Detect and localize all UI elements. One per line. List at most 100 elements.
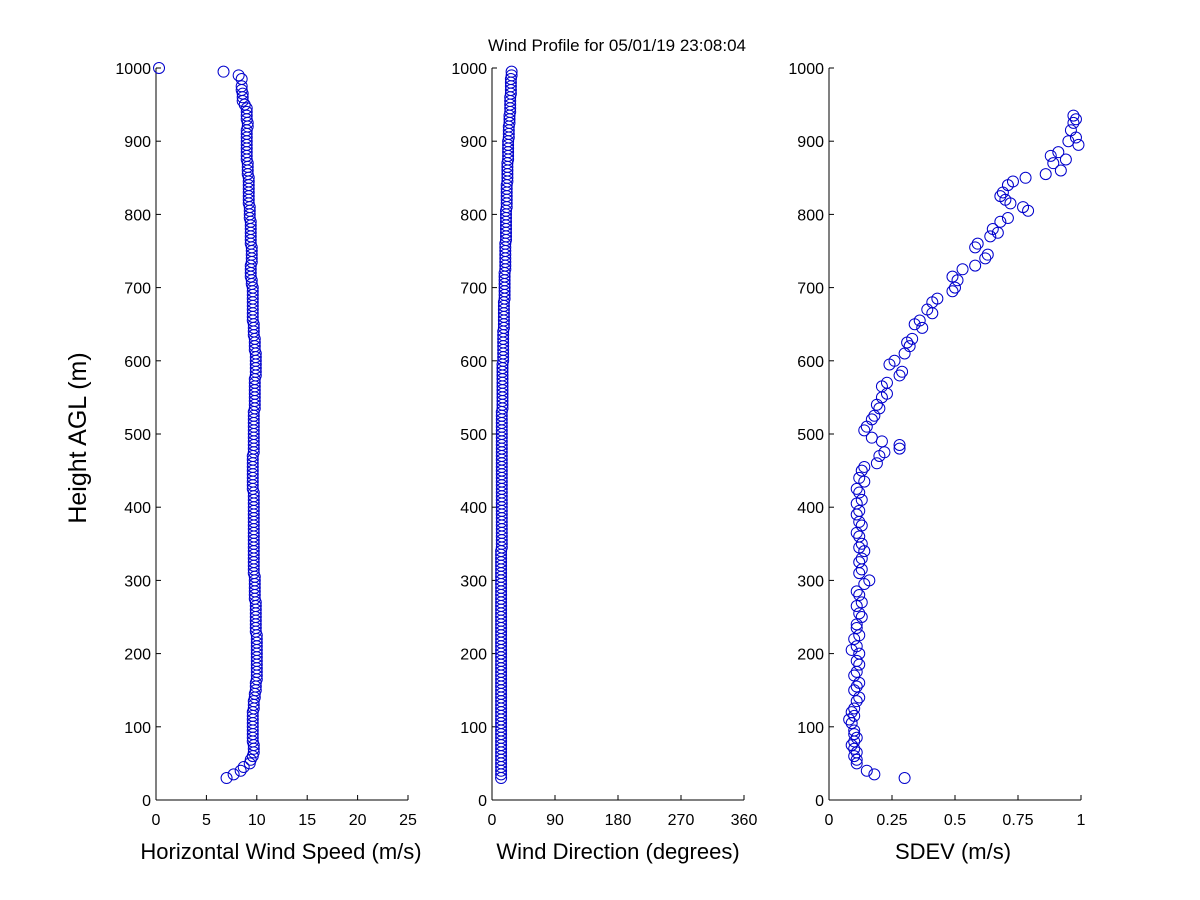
wind-speed-data-point (220, 772, 233, 785)
wind-direction-y-tick-label: 600 (460, 354, 487, 371)
sdev-data-point (850, 753, 863, 766)
sdev-data-point (858, 424, 871, 437)
wind-speed-y-tick-label: 100 (124, 720, 151, 737)
sdev-data-point (850, 665, 863, 678)
sdev-data-point (1069, 113, 1082, 126)
sdev-y-tick-label: 800 (797, 207, 824, 224)
sdev-data-point (873, 449, 886, 462)
wind-direction-x-tick-label: 270 (668, 812, 695, 829)
sdev-y-tick-label: 400 (797, 500, 824, 517)
sdev-data-point (850, 600, 863, 613)
wind-direction-y-tick-label: 100 (460, 720, 487, 737)
sdev-data-point (848, 702, 861, 715)
wind-direction-y-tick-label: 500 (460, 427, 487, 444)
wind-speed-data-point (232, 69, 245, 82)
wind-speed-x-tick-label: 0 (152, 812, 161, 829)
sdev-y-tick-label: 500 (797, 427, 824, 444)
sdev-data-point (858, 460, 871, 473)
sdev-data-point (850, 482, 863, 495)
sdev-data-point (860, 420, 873, 433)
sdev-data-point (883, 358, 896, 371)
wind-direction-data-point (495, 764, 508, 777)
wind-direction-x-axis-label: Wind Direction (degrees) (496, 839, 739, 864)
sdev-x-axis-label: SDEV (m/s) (895, 839, 1011, 864)
sdev-y-tick-label: 200 (797, 647, 824, 664)
sdev-data-point (1062, 135, 1075, 148)
sdev-data-point (848, 728, 861, 741)
sdev-data-point (1067, 116, 1080, 129)
sdev-data-point (979, 252, 992, 265)
wind-speed-y-tick-label: 600 (124, 354, 151, 371)
wind-direction-data-point (495, 768, 508, 781)
sdev-data-point (908, 318, 921, 331)
sdev-data-point (850, 695, 863, 708)
sdev-data-point (850, 680, 863, 693)
wind-speed-data-point (237, 761, 250, 774)
sdev-data-point (969, 241, 982, 254)
figure-title: Wind Profile for 05/01/19 23:08:04 (488, 36, 746, 55)
wind-direction-y-tick-label: 300 (460, 573, 487, 590)
sdev-data-point (893, 442, 906, 455)
sdev-data-point (996, 186, 1009, 199)
sdev-data-point (969, 259, 982, 272)
sdev-data-point (843, 713, 856, 726)
sdev-x-tick-label: 0.75 (1002, 812, 1033, 829)
sdev-data-point (868, 768, 881, 781)
sdev-data-point (1001, 212, 1014, 225)
sdev-x-tick-label: 1 (1077, 812, 1086, 829)
wind-speed-x-tick-label: 15 (298, 812, 316, 829)
wind-speed-data-point (243, 757, 256, 770)
sdev-data-point (858, 545, 871, 558)
sdev-data-point (971, 237, 984, 250)
wind-speed-y-tick-label: 300 (124, 573, 151, 590)
sdev-data-point (855, 537, 868, 550)
sdev-data-point (848, 735, 861, 748)
wind-speed-x-tick-label: 25 (399, 812, 417, 829)
sdev-x-tick-label: 0.5 (944, 812, 966, 829)
sdev-data-point (853, 607, 866, 620)
wind-speed-y-tick-label: 500 (124, 427, 151, 444)
wind-direction-panel: Wind Direction (degrees) 0 90 180 270 360 0 10… (451, 61, 757, 864)
sdev-data-point (926, 307, 939, 320)
sdev-data-point (1069, 131, 1082, 144)
sdev-data-point (858, 475, 871, 488)
sdev-data-point (956, 263, 969, 276)
sdev-data-point (850, 757, 863, 770)
sdev-y-tick-label: 0 (815, 793, 824, 810)
wind-speed-y-tick-label: 700 (124, 281, 151, 298)
sdev-data-point (848, 632, 861, 645)
wind-speed-y-tick-label: 200 (124, 647, 151, 664)
sdev-data-point (845, 717, 858, 730)
wind-speed-x-tick-label: 20 (349, 812, 367, 829)
sdev-data-point (868, 409, 881, 422)
wind-speed-y-tick-label: 1000 (115, 61, 151, 78)
wind-speed-panel: Horizontal Wind Speed (m/s) 0 5 10 15 20 25 0 1… (115, 61, 421, 864)
sdev-data-point (870, 398, 883, 411)
sdev-y-tick-label: 600 (797, 354, 824, 371)
wind-speed-data-point (153, 62, 166, 74)
sdev-x-tick-label: 0 (825, 812, 834, 829)
sdev-y-tick-label: 100 (797, 720, 824, 737)
wind-direction-x-tick-label: 90 (546, 812, 564, 829)
wind-direction-y-tick-label: 900 (460, 134, 487, 151)
wind-direction-y-tick-label: 1000 (451, 61, 487, 78)
sdev-data-point (946, 285, 959, 298)
sdev-data-point (855, 464, 868, 477)
wind-speed-data-point (217, 65, 230, 78)
wind-direction-y-tick-label: 400 (460, 500, 487, 517)
sdev-data-point (981, 248, 994, 261)
sdev-x-tick-label: 0.25 (876, 812, 907, 829)
sdev-data-point (893, 369, 906, 382)
wind-speed-data-point (247, 742, 260, 755)
sdev-data-point (901, 336, 914, 349)
sdev-data-point (1019, 171, 1032, 184)
sdev-data-point (949, 281, 961, 294)
sdev-data-point (845, 643, 858, 656)
wind-direction-y-tick-label: 700 (460, 281, 487, 298)
sdev-data-point (896, 365, 909, 378)
sdev-data-point (1067, 109, 1080, 122)
sdev-y-tick-label: 900 (797, 134, 824, 151)
wind-speed-x-tick-label: 5 (202, 812, 211, 829)
